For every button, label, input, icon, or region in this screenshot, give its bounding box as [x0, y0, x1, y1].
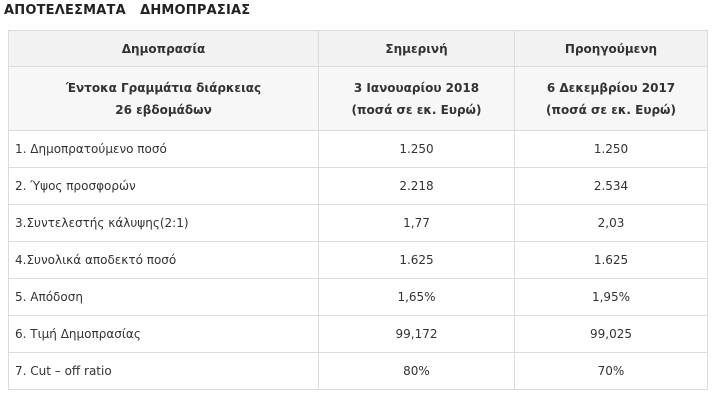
- previous-date: 6 Δεκεμβρίου 2017: [546, 80, 676, 95]
- header-previous: Προηγούμενη: [514, 30, 708, 67]
- page-title: ΑΠΟΤΕΛΕΣΜΑΤΑ ΔΗΜΟΠΡΑΣΙΑΣ: [4, 3, 251, 18]
- row-previous-value: 99,025: [514, 315, 708, 353]
- table-row: 3.Συντελεστής κάλυψης(2:1) 1,77 2,03: [8, 204, 708, 242]
- row-previous-value: 1.625: [514, 241, 708, 279]
- table-row: 2. Ύψος προσφορών 2.218 2.534: [8, 167, 708, 205]
- row-label: 3.Συντελεστής κάλυψης(2:1): [8, 204, 319, 242]
- row-current-value: 1.250: [318, 130, 515, 168]
- row-previous-value: 2.534: [514, 167, 708, 205]
- row-label: 1. Δημοπρατούμενο ποσό: [8, 130, 319, 168]
- current-date: 3 Ιανουαρίου 2018: [353, 80, 480, 95]
- row-previous-value: 2,03: [514, 204, 708, 242]
- row-label: 5. Απόδοση: [8, 278, 319, 316]
- header-auction: Δημοπρασία: [8, 30, 319, 67]
- instrument-line-2: 26 εβδομάδων: [115, 102, 212, 117]
- row-current-value: 99,172: [318, 315, 515, 353]
- instrument-line-1: Έντοκα Γραμμάτια διάρκειας: [65, 80, 262, 95]
- auction-results-table: Δημοπρασία Σημερινή Προηγούμενη Έντοκα Γ…: [8, 30, 708, 390]
- row-current-value: 1,77: [318, 204, 515, 242]
- header-current: Σημερινή: [318, 30, 515, 67]
- table-row: 7. Cut – off ratio 80% 70%: [8, 352, 708, 390]
- row-label: 6. Τιμή Δημοπρασίας: [8, 315, 319, 353]
- instrument-cell: Έντοκα Γραμμάτια διάρκειας 26 εβδομάδων: [8, 66, 319, 131]
- row-current-value: 1,65%: [318, 278, 515, 316]
- table-row: 5. Απόδοση 1,65% 1,95%: [8, 278, 708, 316]
- row-current-value: 1.625: [318, 241, 515, 279]
- table-header: Δημοπρασία Σημερινή Προηγούμενη: [8, 30, 708, 67]
- row-label: 7. Cut – off ratio: [8, 352, 319, 390]
- row-previous-value: 1,95%: [514, 278, 708, 316]
- current-date-cell: 3 Ιανουαρίου 2018 (ποσά σε εκ. Ευρώ): [318, 66, 515, 131]
- row-label: 4.Συνολικά αποδεκτό ποσό: [8, 241, 319, 279]
- table-row: 6. Τιμή Δημοπρασίας 99,172 99,025: [8, 315, 708, 353]
- row-label: 2. Ύψος προσφορών: [8, 167, 319, 205]
- current-unit: (ποσά σε εκ. Ευρώ): [351, 102, 482, 117]
- previous-unit: (ποσά σε εκ. Ευρώ): [546, 102, 676, 117]
- row-previous-value: 70%: [514, 352, 708, 390]
- table-subheader-row: Έντοκα Γραμμάτια διάρκειας 26 εβδομάδων …: [8, 66, 708, 131]
- table-row: 1. Δημοπρατούμενο ποσό 1.250 1.250: [8, 130, 708, 168]
- row-current-value: 80%: [318, 352, 515, 390]
- row-previous-value: 1.250: [514, 130, 708, 168]
- previous-date-cell: 6 Δεκεμβρίου 2017 (ποσά σε εκ. Ευρώ): [514, 66, 708, 131]
- row-current-value: 2.218: [318, 167, 515, 205]
- table-row: 4.Συνολικά αποδεκτό ποσό 1.625 1.625: [8, 241, 708, 279]
